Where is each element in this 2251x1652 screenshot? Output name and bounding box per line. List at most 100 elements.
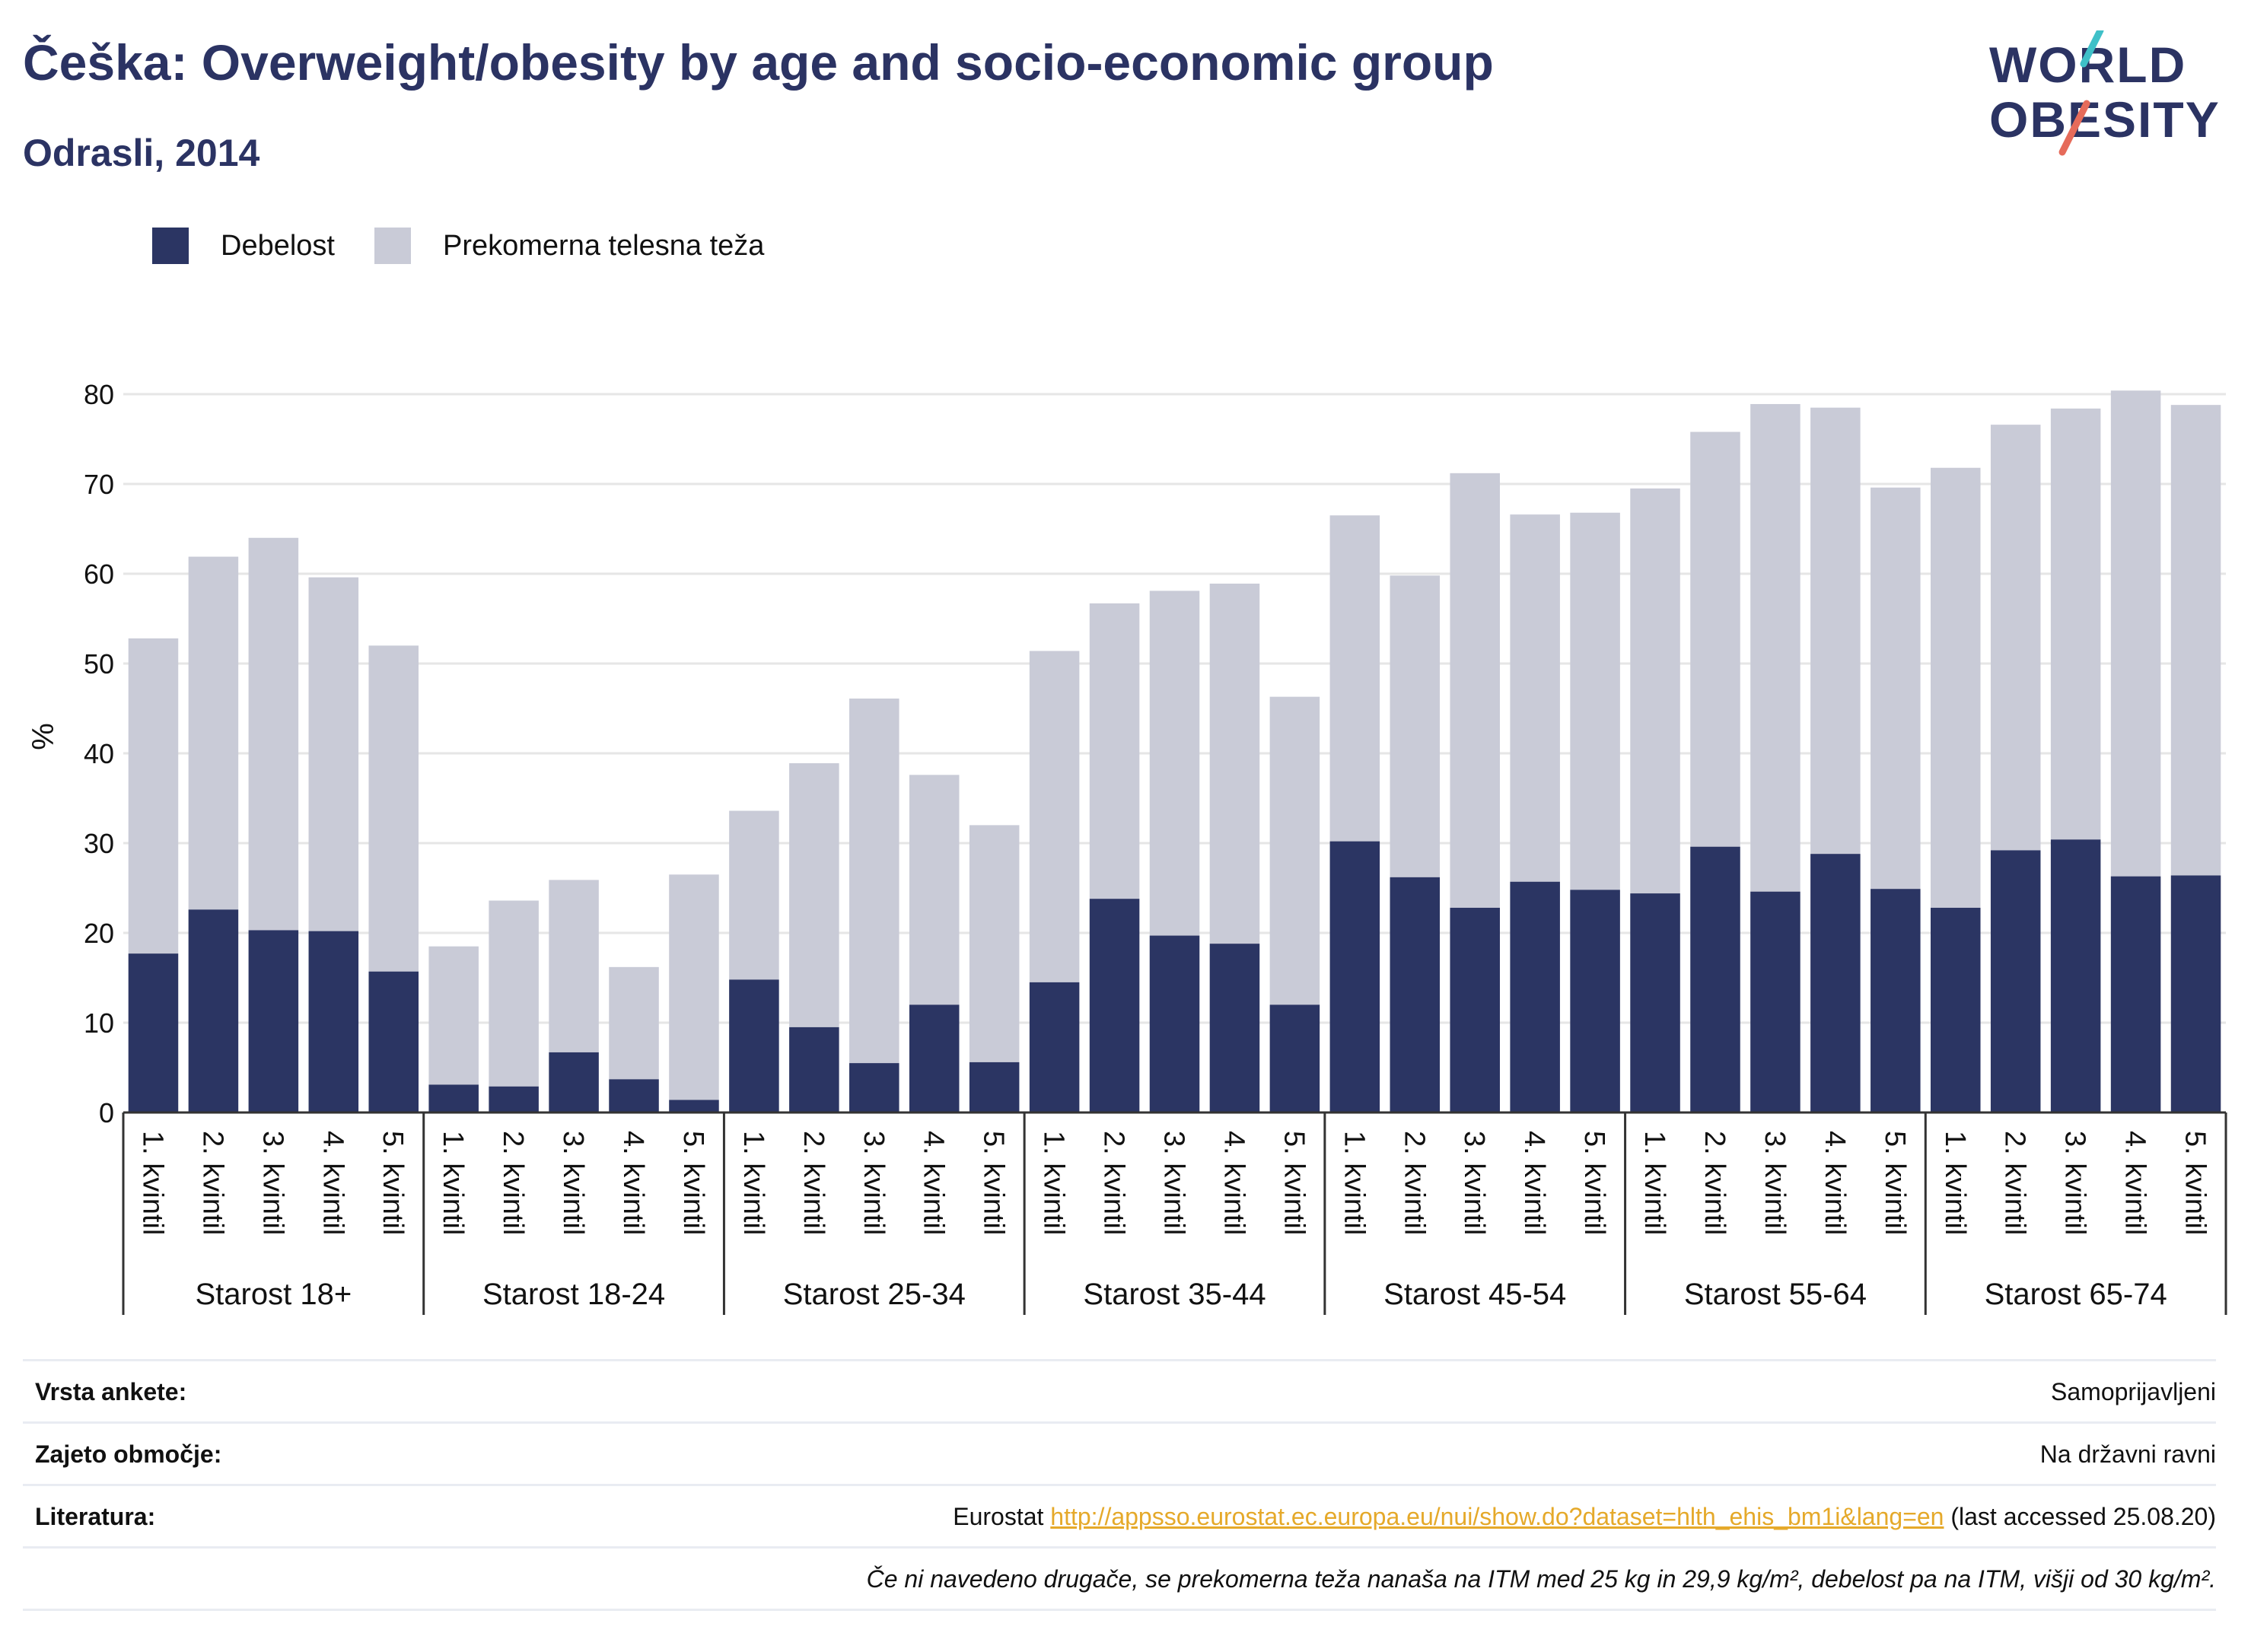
meta-row-coverage: Zajeto območje: Na državni ravni: [23, 1421, 2216, 1486]
group-label: Starost 18+: [196, 1278, 352, 1311]
bar-obesity: [1149, 935, 1200, 1112]
bar-obesity: [1269, 1004, 1320, 1112]
x-tick-label: 1. kvintil: [1038, 1131, 1070, 1235]
legend-item-overweight: Prekomerna telesna teža: [374, 228, 764, 264]
chart-legend: Debelost Prekomerna telesna teža: [152, 227, 804, 265]
bar-overweight: [2050, 408, 2101, 840]
bar-obesity: [368, 971, 419, 1112]
bar-obesity: [1750, 891, 1800, 1112]
bar-obesity: [849, 1063, 899, 1112]
literature-label: Literatura:: [35, 1503, 156, 1530]
coverage-label: Zajeto območje:: [35, 1440, 222, 1468]
bar-obesity: [1209, 944, 1260, 1112]
bar-overweight: [2110, 390, 2161, 877]
legend-swatch-overweight: [374, 228, 411, 264]
bar-overweight: [789, 762, 839, 1027]
literature-link[interactable]: http://appsso.eurostat.ec.europa.eu/nui/…: [1050, 1503, 1944, 1530]
bar-overweight: [1089, 603, 1140, 899]
bar-overweight: [1209, 583, 1260, 944]
bar-overweight: [1810, 407, 1861, 855]
bar-obesity: [1390, 877, 1441, 1112]
y-tick-label: 50: [84, 648, 114, 680]
x-tick-label: 3. kvintil: [1158, 1131, 1190, 1235]
bar-overweight: [1871, 487, 1921, 890]
page-title: Češka: Overweight/obesity by age and soc…: [23, 34, 1494, 91]
x-tick-label: 4. kvintil: [1819, 1131, 1851, 1235]
y-tick-label: 30: [84, 828, 114, 859]
y-tick-label: 20: [84, 918, 114, 949]
world-obesity-logo: WORLD OBESITY: [1989, 30, 2221, 156]
x-tick-label: 1. kvintil: [437, 1131, 469, 1235]
stacked-bar-chart: 0 10 20 30 40 50 60 70 80% 1. kvintil 2. kvintil 3.…: [27, 379, 2227, 1315]
x-tick-label: 2. kvintil: [1098, 1131, 1130, 1235]
bar-overweight: [1750, 403, 1800, 892]
x-tick-label: 5. kvintil: [1278, 1131, 1310, 1235]
legend-swatch-obesity: [152, 228, 189, 264]
bar-obesity: [1810, 854, 1861, 1112]
bar-overweight: [1990, 425, 2041, 851]
bar-overweight: [1690, 431, 1740, 847]
bar-overweight: [729, 810, 779, 980]
literature-prefix: Eurostat: [953, 1503, 1051, 1530]
bar-obesity: [1930, 907, 1981, 1112]
bar-overweight: [1630, 488, 1680, 894]
y-tick-label: 40: [84, 738, 114, 769]
bar-overweight: [308, 577, 359, 931]
bar-obesity: [1089, 899, 1140, 1112]
x-tick-label: 5. kvintil: [2179, 1131, 2211, 1235]
x-tick-label: 5. kvintil: [1879, 1131, 1911, 1235]
meta-row-survey: Vrsta ankete: Samoprijavljeni: [23, 1359, 2216, 1424]
bar-obesity: [1990, 850, 2041, 1112]
group-label: Starost 25-34: [783, 1278, 966, 1311]
literature-value: Eurostat http://appsso.eurostat.ec.europ…: [953, 1503, 2216, 1531]
bar-overweight: [368, 645, 419, 972]
x-tick-label: 5. kvintil: [978, 1131, 1010, 1235]
x-tick-label: 1. kvintil: [1338, 1131, 1370, 1235]
x-tick-label: 2. kvintil: [196, 1131, 228, 1235]
bar-obesity: [1630, 893, 1680, 1112]
x-tick-label: 2. kvintil: [798, 1131, 829, 1235]
bar-obesity: [2110, 876, 2161, 1112]
bar-overweight: [1450, 473, 1500, 908]
svg-text:WORLD: WORLD: [1989, 37, 2186, 93]
x-tick-label: 3. kvintil: [1458, 1131, 1490, 1235]
bar-obesity: [1871, 889, 1921, 1112]
bar-obesity: [1570, 890, 1620, 1112]
x-tick-label: 2. kvintil: [497, 1131, 529, 1235]
bar-obesity: [428, 1084, 479, 1112]
y-tick-label: 60: [84, 559, 114, 590]
bar-overweight: [1510, 514, 1560, 882]
bar-overweight: [1029, 651, 1080, 982]
x-tick-label: 4. kvintil: [2119, 1131, 2151, 1235]
bar-overweight: [1149, 590, 1200, 936]
bar-overweight: [428, 946, 479, 1085]
bar-overweight: [549, 880, 599, 1052]
bar-obesity: [609, 1079, 659, 1112]
survey-label: Vrsta ankete:: [35, 1378, 187, 1405]
y-axis-label: %: [27, 723, 60, 750]
x-tick-label: 3. kvintil: [1759, 1131, 1791, 1235]
bar-obesity: [248, 930, 299, 1112]
svg-text:OBESITY: OBESITY: [1989, 91, 2221, 148]
x-tick-label: 2. kvintil: [1398, 1131, 1430, 1235]
bar-obesity: [2170, 875, 2221, 1112]
x-tick-label: 5. kvintil: [377, 1131, 409, 1235]
x-tick-label: 4. kvintil: [1518, 1131, 1550, 1235]
bar-overweight: [1390, 575, 1441, 877]
x-tick-label: 4. kvintil: [617, 1131, 649, 1235]
bar-overweight: [1570, 512, 1620, 890]
meta-row-note: Če ni navedeno drugače, se prekomerna te…: [23, 1546, 2216, 1611]
x-tick-label: 2. kvintil: [1699, 1131, 1730, 1235]
group-label: Starost 55-64: [1684, 1278, 1867, 1311]
y-tick-label: 70: [84, 469, 114, 500]
bar-overweight: [909, 775, 960, 1005]
coverage-value: Na državni ravni: [2039, 1440, 2216, 1468]
group-label: Starost 65-74: [1985, 1278, 2167, 1311]
legend-item-obesity: Debelost: [152, 228, 335, 264]
bar-overweight: [188, 556, 239, 910]
bar-overweight: [1329, 515, 1380, 842]
x-tick-label: 4. kvintil: [1218, 1131, 1250, 1235]
bar-obesity: [1690, 846, 1740, 1112]
bar-overweight: [2170, 405, 2221, 876]
bar-overweight: [1930, 467, 1981, 908]
